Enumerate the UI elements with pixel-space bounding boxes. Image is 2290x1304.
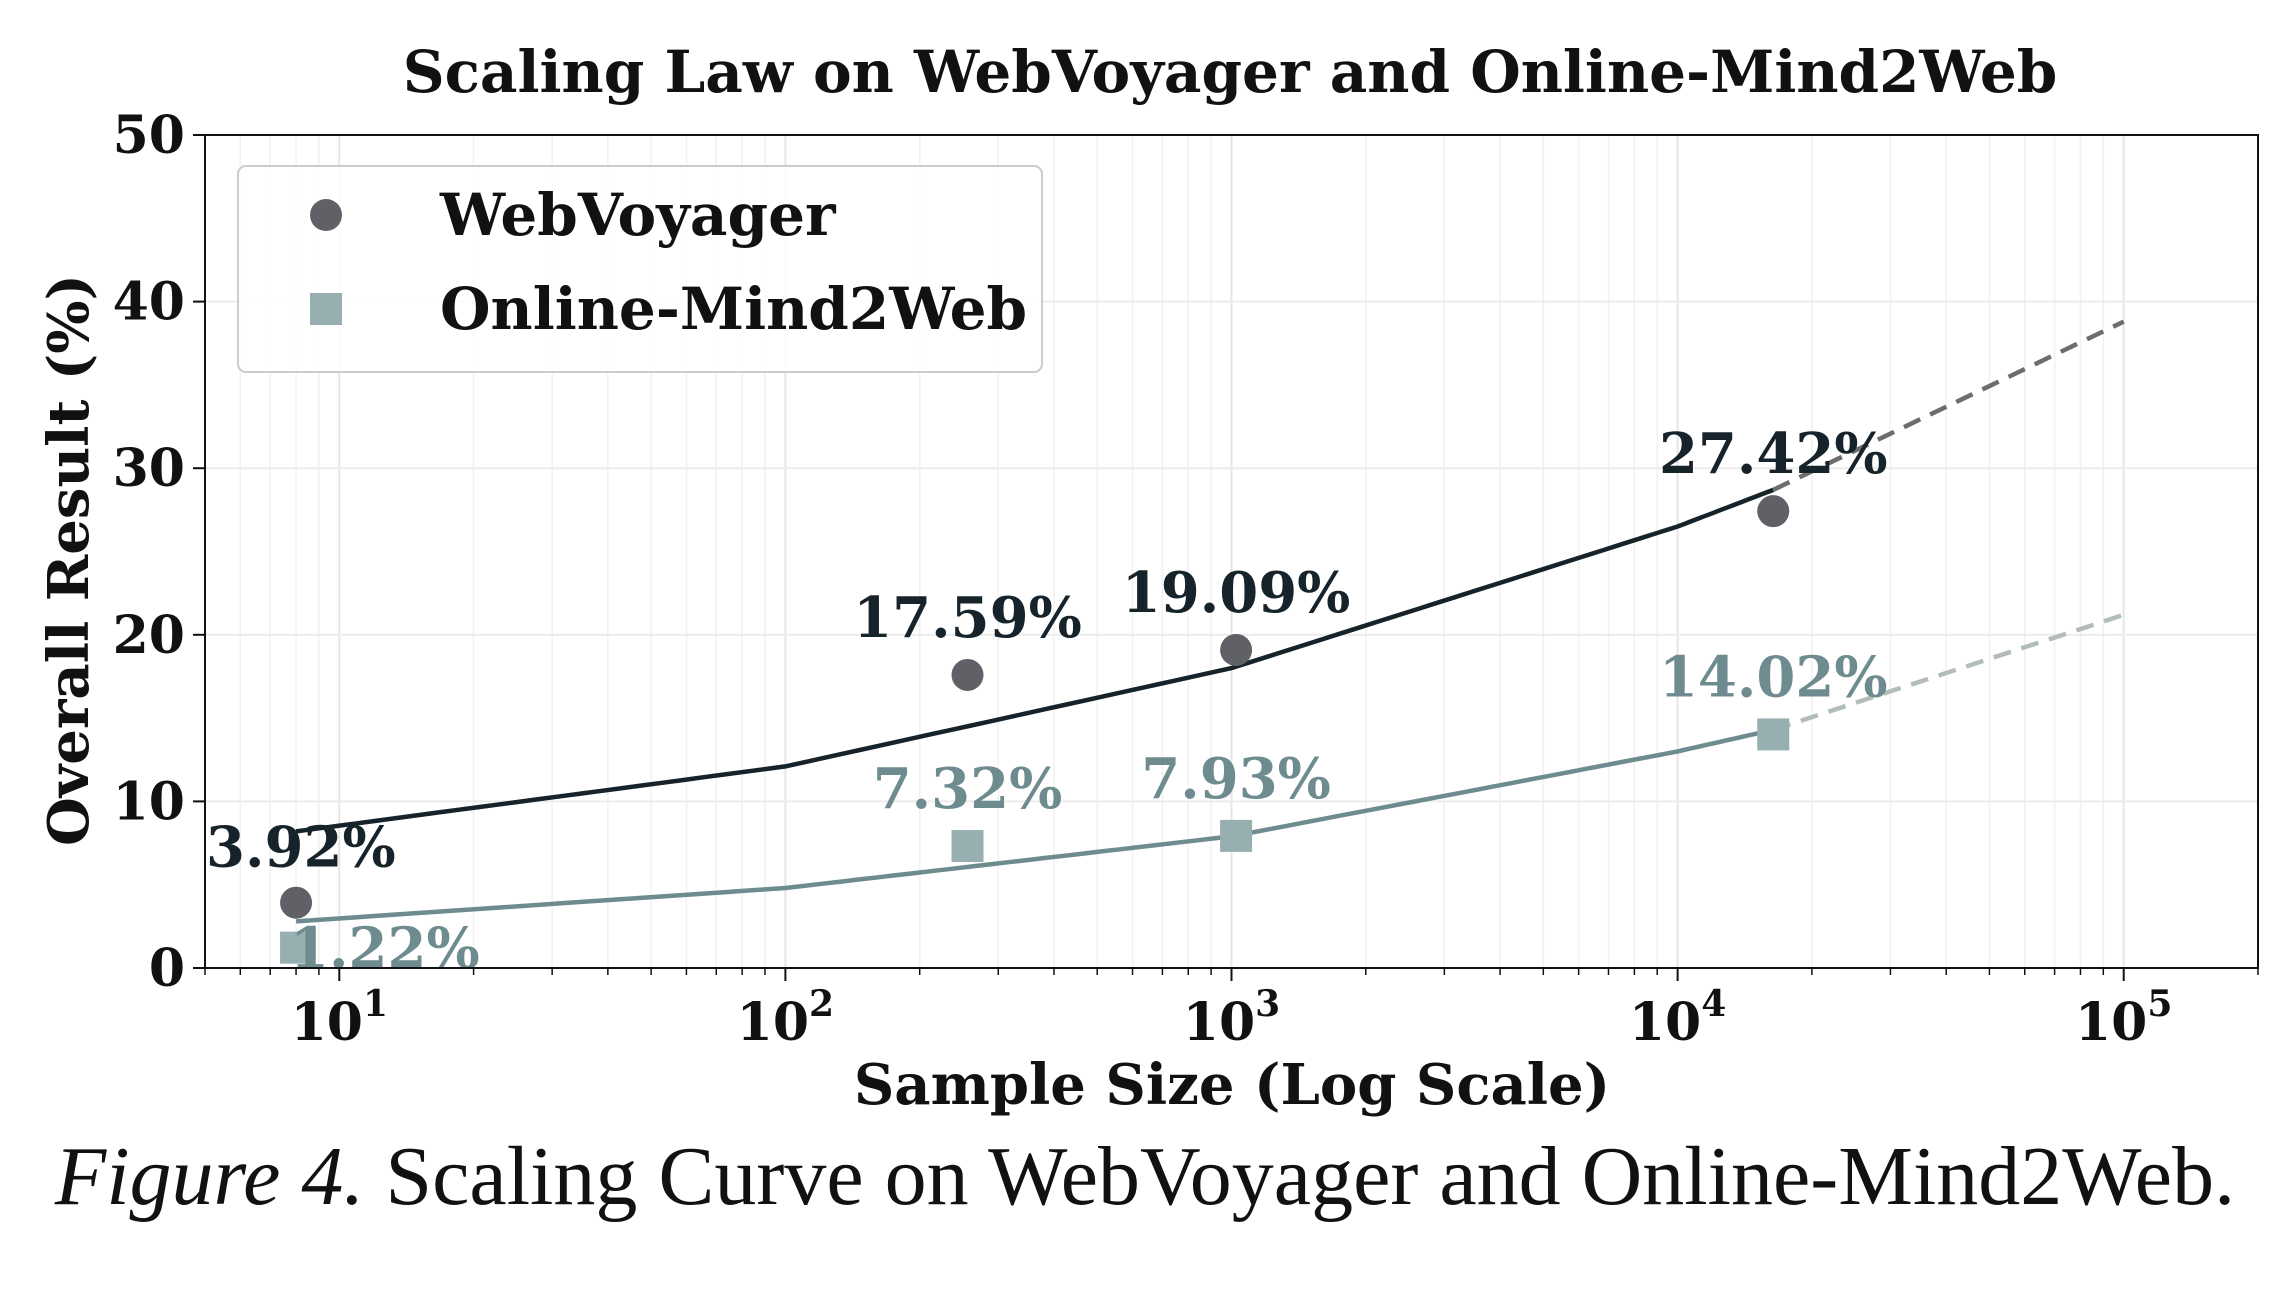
data-label: 7.93%: [1141, 746, 1331, 812]
legend: WebVoyager Online-Mind2Web: [237, 165, 1043, 373]
caption-text: Scaling Curve on WebVoyager and Online-M…: [385, 1130, 2236, 1223]
legend-marker-circle: [310, 199, 342, 231]
data-label: 7.32%: [873, 756, 1063, 822]
legend-box: [237, 165, 1043, 373]
figure-number: Figure 4.: [54, 1130, 365, 1223]
fit-curve: [295, 487, 1775, 834]
webvoyager-point: [1757, 495, 1790, 528]
x-tick-label: 101: [291, 983, 388, 1053]
figure-caption: Figure 4. Scaling Curve on WebVoyager an…: [0, 1128, 2290, 1225]
data-label: 17.59%: [853, 585, 1082, 651]
x-tick-label: 103: [1183, 983, 1280, 1053]
webvoyager-point: [1220, 633, 1253, 666]
x-tick-label: 104: [1629, 983, 1726, 1053]
x-tick-label: 102: [737, 983, 834, 1053]
data-label: 3.92%: [206, 815, 396, 881]
data-label: 14.02%: [1659, 644, 1888, 710]
legend-label: WebVoyager: [439, 181, 837, 249]
mind2web-point: [1220, 819, 1253, 852]
y-tick-label: 0: [149, 938, 185, 999]
webvoyager-point: [280, 886, 313, 919]
data-label: 1.22%: [290, 916, 480, 982]
data-label: 27.42%: [1659, 421, 1888, 487]
chart-title: Scaling Law on WebVoyager and Online-Min…: [403, 38, 2058, 106]
data-label: 19.09%: [1122, 560, 1351, 626]
data-points: [280, 495, 1790, 964]
legend-marker-square: [310, 293, 342, 325]
y-tick-label: 40: [113, 272, 185, 333]
webvoyager-point: [951, 658, 984, 691]
x-tick-label: 105: [2075, 983, 2172, 1053]
fit-curve-extrapolation: [1772, 319, 2125, 492]
mind2web-point: [1757, 718, 1790, 751]
data-labels: 3.92% 17.59% 19.09% 27.42% 1.22% 7.32% 7.93% 14…: [206, 421, 1887, 981]
mind2web-point: [280, 931, 313, 964]
legend-label: Online-Mind2Web: [440, 275, 1027, 343]
y-tick-label: 50: [113, 105, 185, 166]
x-axis-ticks: 101 102 103 104 105: [204, 968, 2259, 1053]
y-tick-label: 10: [113, 771, 185, 832]
y-axis-label: Overall Result (%): [36, 274, 102, 846]
fit-curve-extrapolation: [1772, 612, 2125, 732]
y-axis-ticks: 0 10 20 30 40 50: [113, 105, 205, 999]
x-axis-label: Sample Size (Log Scale): [854, 1052, 1610, 1118]
y-tick-label: 20: [113, 605, 185, 666]
scaling-law-chart: Scaling Law on WebVoyager and Online-Min…: [36, 38, 2259, 1118]
mind2web-point: [951, 830, 984, 863]
y-tick-label: 30: [113, 438, 185, 499]
